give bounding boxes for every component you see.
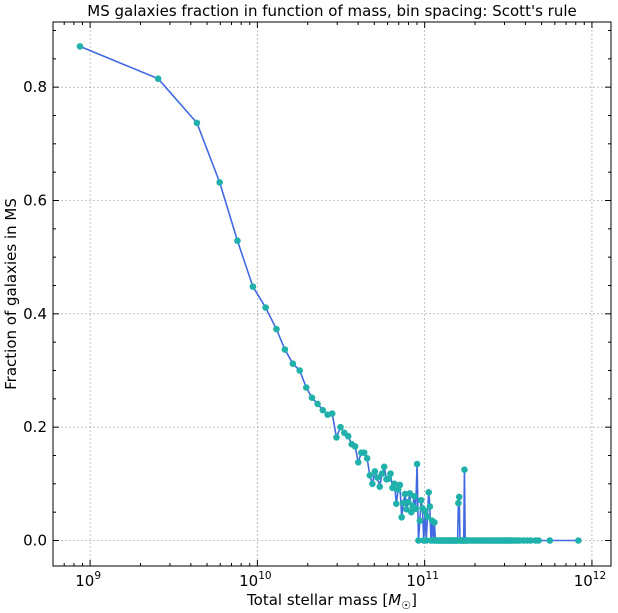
data-point (262, 304, 269, 311)
data-point (281, 346, 289, 353)
y-tick-label: 0.6 (23, 192, 47, 210)
data-point (425, 489, 432, 496)
x-tick-label: 1011 (406, 570, 438, 590)
x-tick-label: 1010 (239, 570, 271, 590)
data-point (575, 537, 582, 544)
x-tick-label: 1012 (574, 570, 606, 590)
data-point (351, 443, 359, 450)
data-point (380, 463, 388, 471)
data-point (378, 470, 386, 477)
data-point (546, 537, 554, 544)
data-point (328, 410, 336, 417)
y-tick-label: 0.8 (23, 78, 47, 96)
data-point (417, 496, 425, 504)
data-point (193, 119, 201, 127)
data-point (455, 499, 462, 507)
data-point (337, 423, 344, 431)
data-point (333, 434, 340, 441)
data-point (461, 466, 468, 473)
data-point (289, 360, 297, 368)
data-point (154, 75, 162, 82)
data-point (296, 367, 303, 374)
data-point (371, 468, 379, 475)
data-point (366, 472, 374, 479)
data-point (527, 537, 534, 544)
data-point (302, 384, 310, 391)
y-tick-label: 0.2 (23, 418, 47, 436)
major-ticks (53, 22, 611, 566)
data-point (424, 513, 431, 520)
data-point (234, 237, 241, 245)
data-point (391, 480, 398, 488)
x-axis-label: Total stellar mass [M☉] (246, 591, 417, 612)
y-tick-label: 0.0 (23, 532, 47, 550)
data-point (360, 449, 368, 456)
data-point (455, 493, 463, 501)
data-point (385, 475, 392, 483)
data-point (387, 470, 394, 477)
data-point (76, 43, 84, 50)
tick-labels: 0.0 0.2 0.4 0.6 0.8 109 1010 1011 1012 (23, 78, 606, 590)
data-point (416, 517, 424, 524)
data-point (535, 537, 542, 544)
data-point (413, 460, 421, 468)
data-point (398, 513, 406, 521)
data-point (369, 480, 376, 488)
x-tick-label: 109 (75, 570, 101, 590)
data-point (374, 474, 381, 481)
data-point (249, 283, 257, 290)
data-point (354, 459, 362, 466)
y-tick-label: 0.4 (23, 305, 47, 323)
data-point (404, 498, 412, 506)
chart-title: MS galaxies fraction in function of mass… (87, 2, 576, 20)
data-point (415, 537, 422, 544)
data-point (363, 455, 371, 462)
plot-frame (52, 21, 612, 567)
data-point (308, 394, 316, 402)
data-point (376, 483, 384, 490)
data-point (431, 519, 438, 526)
data-point (422, 537, 430, 544)
data-point (344, 432, 352, 440)
data-point (319, 406, 327, 414)
y-axis-label: Fraction of galaxies in MS (2, 198, 20, 390)
data-point (314, 400, 321, 408)
data-point (410, 493, 418, 500)
data-point (412, 505, 420, 513)
data-point (426, 503, 434, 510)
series-group (76, 43, 582, 544)
data-point (273, 325, 280, 333)
data-point (396, 481, 404, 489)
data-point (401, 490, 409, 498)
data-point (393, 500, 400, 507)
data-point (421, 507, 429, 515)
data-point (216, 179, 223, 186)
plot-background (53, 22, 611, 566)
